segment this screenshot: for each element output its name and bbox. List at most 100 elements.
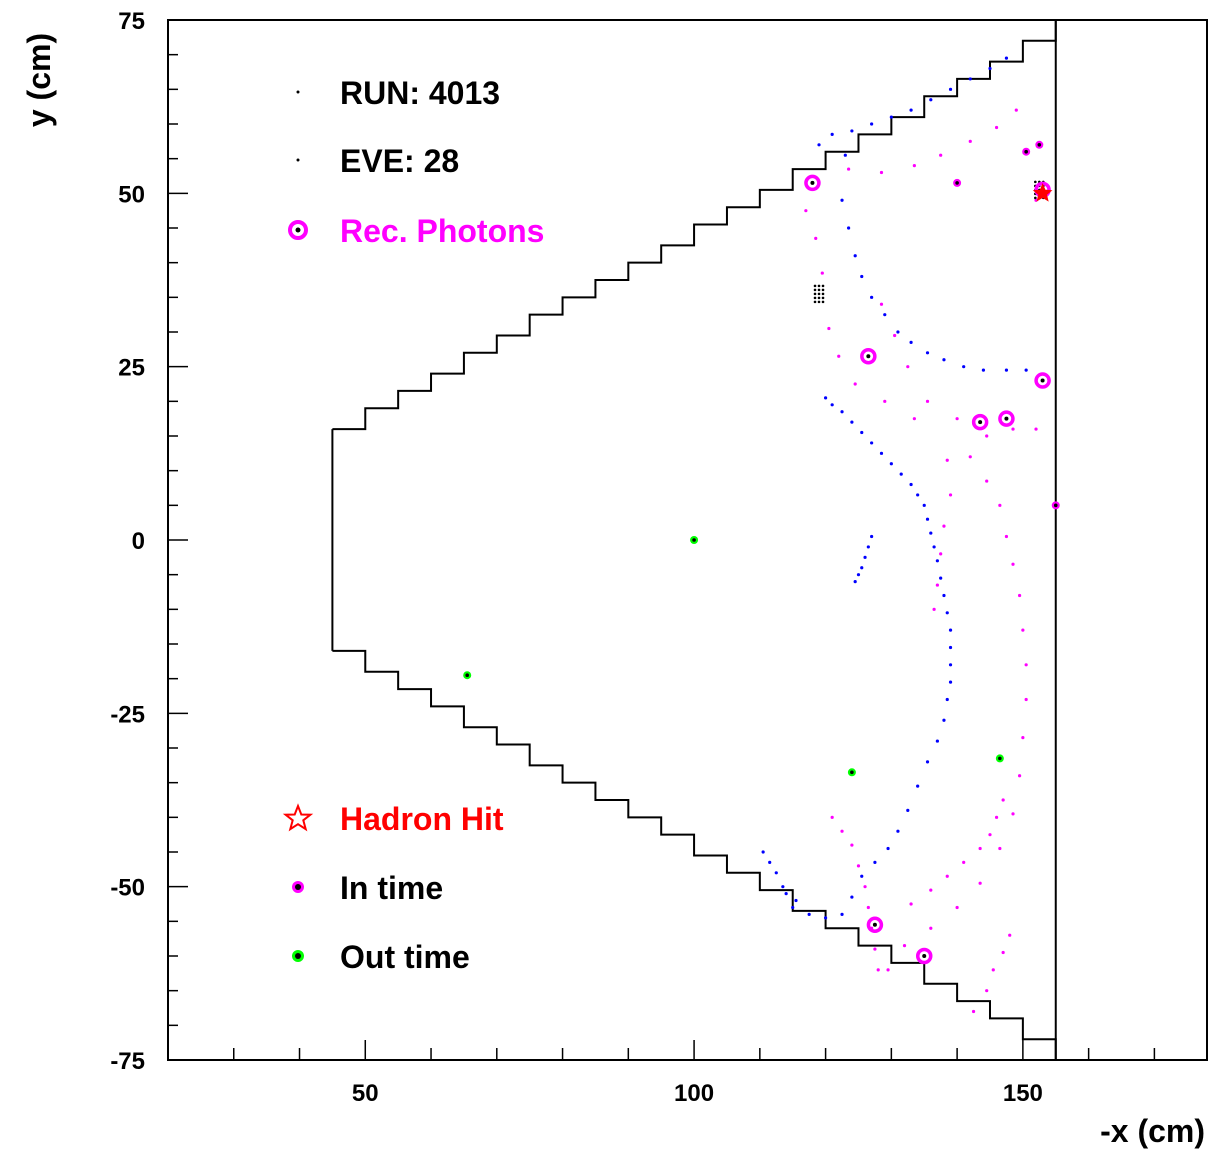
black-hit <box>813 296 817 300</box>
blue-hit <box>774 871 778 875</box>
magenta-hit <box>988 833 992 837</box>
magenta-hit <box>827 326 831 331</box>
blue-hit <box>945 697 949 702</box>
blue-hit <box>863 555 867 559</box>
y-axis-title: y (cm) <box>21 33 57 127</box>
magenta-hit <box>866 905 870 910</box>
blue-hit <box>840 410 844 414</box>
blue-hit <box>850 895 854 899</box>
blue-hit <box>870 534 874 539</box>
x-axis-title: -x (cm) <box>1100 1113 1205 1149</box>
out-time-center <box>465 673 470 677</box>
magenta-hit <box>1001 950 1005 955</box>
x-tick-label: 100 <box>674 1080 714 1107</box>
magenta-hit <box>978 881 982 885</box>
magenta-hit <box>998 846 1002 851</box>
hit-points <box>761 56 1045 1014</box>
blue-hit <box>856 573 861 577</box>
magenta-hit <box>962 860 966 865</box>
blue-hit <box>840 198 844 202</box>
plot-frame <box>167 19 1208 1061</box>
magenta-hit <box>1011 427 1015 431</box>
blue-hit <box>922 503 926 507</box>
y-tick-label: 50 <box>118 181 145 208</box>
magenta-hit <box>912 164 916 168</box>
blue-hit <box>929 98 933 102</box>
in-time-center <box>1053 503 1058 508</box>
magenta-hit <box>893 333 897 338</box>
magenta-hit <box>971 1009 976 1014</box>
blue-hit <box>948 663 953 667</box>
magenta-hit <box>945 458 949 462</box>
black-hit <box>813 284 817 288</box>
legend-hadron-hit-label: Hadron Hit <box>340 801 504 837</box>
blue-hit <box>948 628 953 632</box>
hadron-hit-marker <box>1032 182 1053 202</box>
blue-hit <box>850 129 854 133</box>
magenta-hit <box>1011 562 1015 566</box>
magenta-hit <box>902 944 907 948</box>
blue-hit <box>830 132 834 136</box>
blue-hit <box>866 545 870 549</box>
magenta-hit <box>939 552 943 556</box>
blue-hit <box>823 396 828 400</box>
rec-photon-center <box>1040 378 1045 383</box>
black-hit <box>817 284 821 288</box>
magenta-hit <box>853 382 857 386</box>
blue-hit <box>896 330 900 334</box>
black-hit <box>813 288 817 292</box>
magenta-hit <box>837 354 841 358</box>
blue-hit <box>870 441 874 445</box>
magenta-hit <box>929 888 933 892</box>
black-hit <box>813 292 817 296</box>
rec-photon-marker <box>998 410 1015 427</box>
blue-hit <box>843 153 847 157</box>
blue-hit <box>925 760 930 764</box>
blue-hit <box>889 462 893 466</box>
y-tick-label: -25 <box>110 701 145 728</box>
blue-hit <box>807 912 811 917</box>
in-time-icon <box>292 881 304 893</box>
black-hit <box>817 288 821 292</box>
blue-hit <box>768 860 772 865</box>
black-hit <box>1034 180 1037 184</box>
blue-hit <box>1004 56 1009 60</box>
blue-hit <box>916 784 920 788</box>
blue-hit <box>840 912 844 917</box>
blue-hit <box>853 254 857 258</box>
rec-photon-marker <box>971 413 989 431</box>
blue-hit <box>925 517 930 521</box>
legend-eve-label: EVE: 28 <box>340 143 459 179</box>
axis-ticks <box>168 19 1156 1061</box>
magenta-hit <box>863 885 867 889</box>
magenta-hit <box>925 399 930 403</box>
blue-hit <box>909 482 913 487</box>
blue-hit <box>870 122 874 126</box>
blue-hit <box>1024 368 1028 372</box>
magenta-hit <box>814 236 818 240</box>
blue-hit <box>823 916 828 920</box>
blue-hit <box>850 420 854 424</box>
magenta-hit <box>1004 534 1009 539</box>
blue-hit <box>988 66 992 71</box>
black-hit <box>821 288 825 292</box>
blue-hit <box>942 358 946 362</box>
in-time-center <box>955 181 959 185</box>
magenta-hit <box>912 417 916 421</box>
magenta-hit <box>998 503 1002 507</box>
magenta-hit <box>939 153 943 157</box>
blue-hit <box>791 905 795 910</box>
axis-tick-labels: 50 100 150 -75 -50 -25 0 25 50 75 <box>110 8 1043 1107</box>
magenta-hit <box>1014 108 1018 112</box>
blue-hit <box>968 77 972 81</box>
magenta-hit <box>1034 427 1038 431</box>
magenta-hit <box>1021 628 1025 632</box>
blue-hit <box>899 472 903 476</box>
blue-hit <box>830 403 834 407</box>
magenta-hit <box>948 493 953 497</box>
magenta-hit <box>879 302 884 306</box>
legend-in-time-label: In time <box>340 870 443 906</box>
magenta-hit <box>1008 933 1012 937</box>
magenta-hit <box>955 417 959 421</box>
rec-photon-marker <box>1034 372 1051 389</box>
